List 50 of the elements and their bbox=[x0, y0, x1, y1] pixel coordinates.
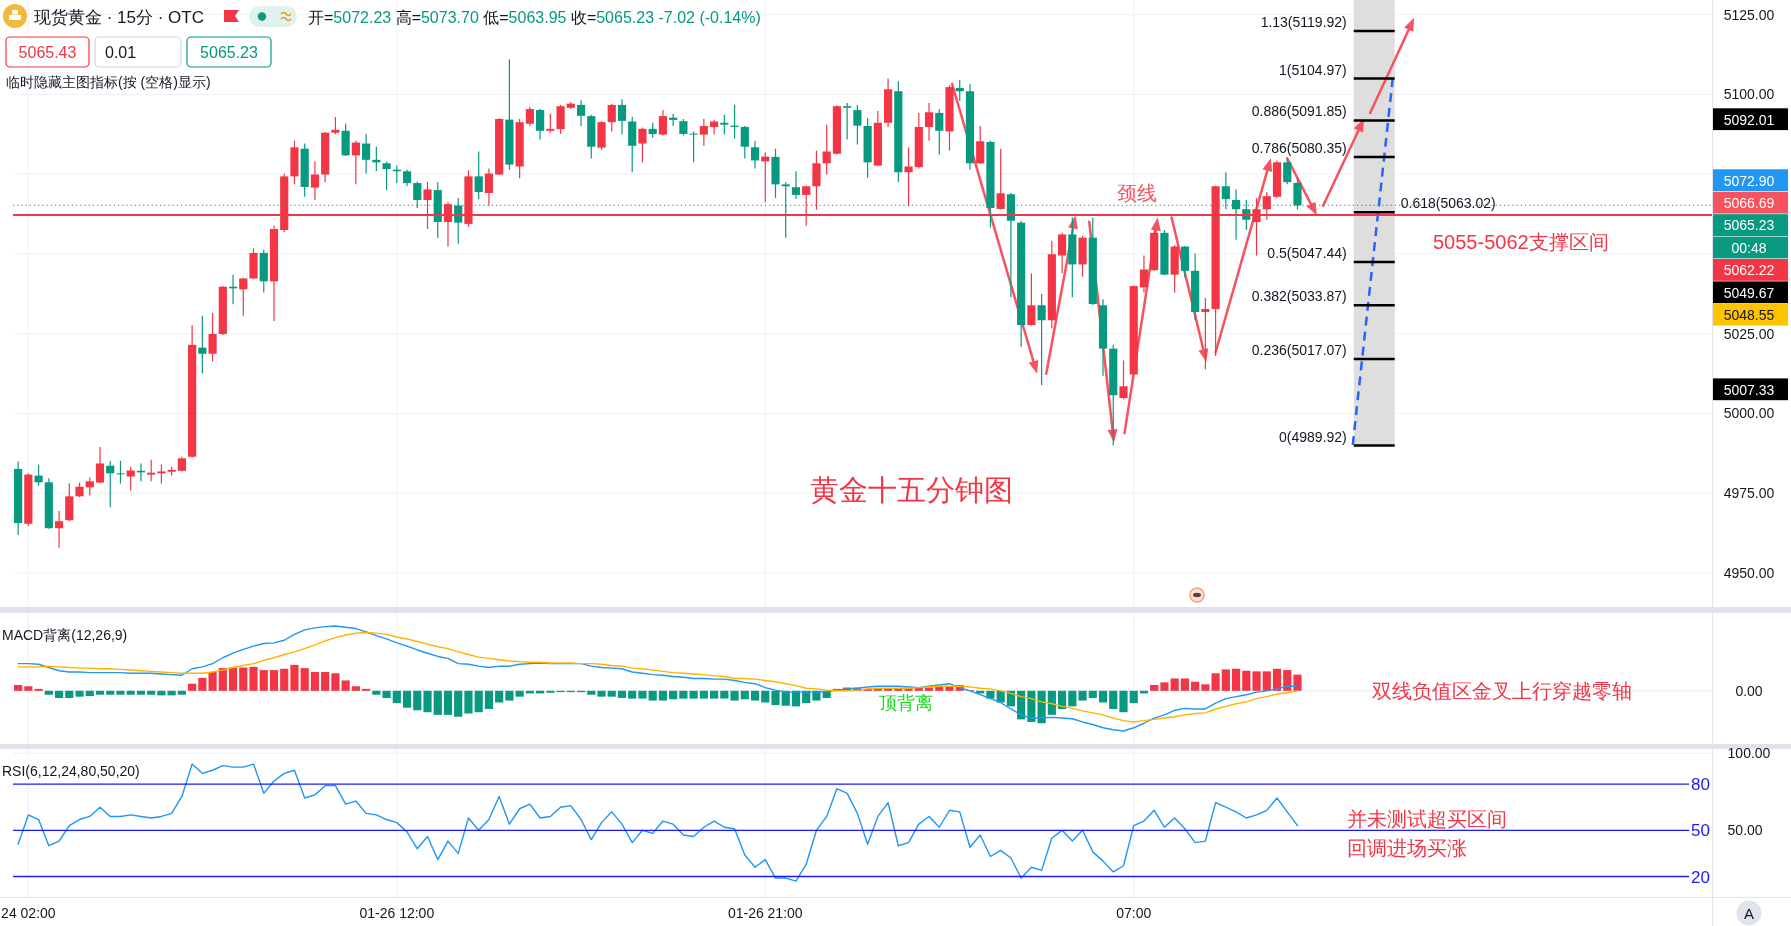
text: 5049.67 bbox=[1723, 284, 1775, 301]
y-tick-label: 5000.00 bbox=[1723, 405, 1775, 422]
x-tick-label: 01-26 12:00 bbox=[359, 905, 435, 921]
ref-line-label: 50 bbox=[1691, 820, 1710, 840]
y-tick-label: 4950.00 bbox=[1723, 564, 1775, 581]
text: 5065.23 bbox=[1723, 217, 1775, 234]
y-tick-label: 50.00 bbox=[1727, 822, 1763, 839]
annotation: 顶背离 bbox=[879, 693, 933, 713]
annotation: 5065.43 bbox=[18, 43, 77, 61]
text: RSI(6,12,24,80,50,20) bbox=[2, 763, 140, 779]
text: 00:48 bbox=[1731, 239, 1767, 256]
ref-line-label: 0.786(5080.35) bbox=[1251, 140, 1347, 157]
annotation: 5065.23 bbox=[200, 43, 259, 61]
text: 5072.90 bbox=[1723, 172, 1775, 189]
y-tick-label: 5025.00 bbox=[1723, 325, 1775, 342]
y-tick-label: 100.00 bbox=[1727, 745, 1771, 762]
ref-line-label: 0.886(5091.85) bbox=[1251, 103, 1347, 120]
chart-title: MACD背离(12,26,9) bbox=[2, 627, 128, 643]
annotation: 颈线 bbox=[1117, 182, 1157, 204]
annotation: 并未测试超买区间 bbox=[1347, 808, 1507, 830]
text: 5007.33 bbox=[1723, 381, 1775, 398]
annotation: 5055-5062支撑区间 bbox=[1433, 231, 1609, 253]
ref-line-label: 0.236(5017.07) bbox=[1251, 341, 1347, 358]
ref-line-label: 0.5(5047.44) bbox=[1267, 245, 1347, 262]
ref-line-label: 0.382(5033.87) bbox=[1251, 288, 1347, 305]
text: 5092.01 bbox=[1723, 111, 1775, 128]
text: 5066.69 bbox=[1723, 195, 1775, 211]
text: 5048.55 bbox=[1723, 307, 1775, 323]
annotation: 回调进场买涨 bbox=[1347, 837, 1467, 859]
x-tick-label: 01-26 21:00 bbox=[727, 905, 803, 921]
annotation: 双线负值区金叉上行穿越零轴 bbox=[1372, 680, 1632, 702]
text: 开=5072.23 高=5073.70 低=5063.95 收=5065.23 -7.02 (-0.14%) bbox=[308, 8, 761, 26]
ref-line-label: 0.618(5063.02) bbox=[1400, 195, 1496, 212]
ref-line-label: 1(5104.97) bbox=[1279, 61, 1347, 78]
y-tick-label: 5125.00 bbox=[1723, 6, 1775, 23]
x-tick-label: 07:00 bbox=[1116, 905, 1152, 921]
ref-line-label: 0(4989.92) bbox=[1279, 428, 1347, 445]
ref-line-label: 20 bbox=[1691, 867, 1710, 887]
ref-line-label: 80 bbox=[1691, 774, 1710, 794]
text: A bbox=[1743, 904, 1755, 922]
text: 5062.22 bbox=[1723, 262, 1775, 279]
y-tick-label: 5100.00 bbox=[1723, 86, 1775, 103]
chart-title: 现货黄金 · 15分 · OTC bbox=[34, 7, 205, 27]
annotation: 黄金十五分钟图 bbox=[810, 474, 1013, 506]
annotation: 0.01 bbox=[105, 43, 137, 61]
x-tick-label: 24 02:00 bbox=[1, 905, 56, 921]
text: 0.00 bbox=[1735, 682, 1763, 699]
ref-line-label: 1.13(5119.92) bbox=[1260, 13, 1347, 30]
annotation: 临时隐藏主图指标(按 (空格)显示) bbox=[6, 74, 211, 90]
y-tick-label: 4975.00 bbox=[1723, 485, 1775, 502]
